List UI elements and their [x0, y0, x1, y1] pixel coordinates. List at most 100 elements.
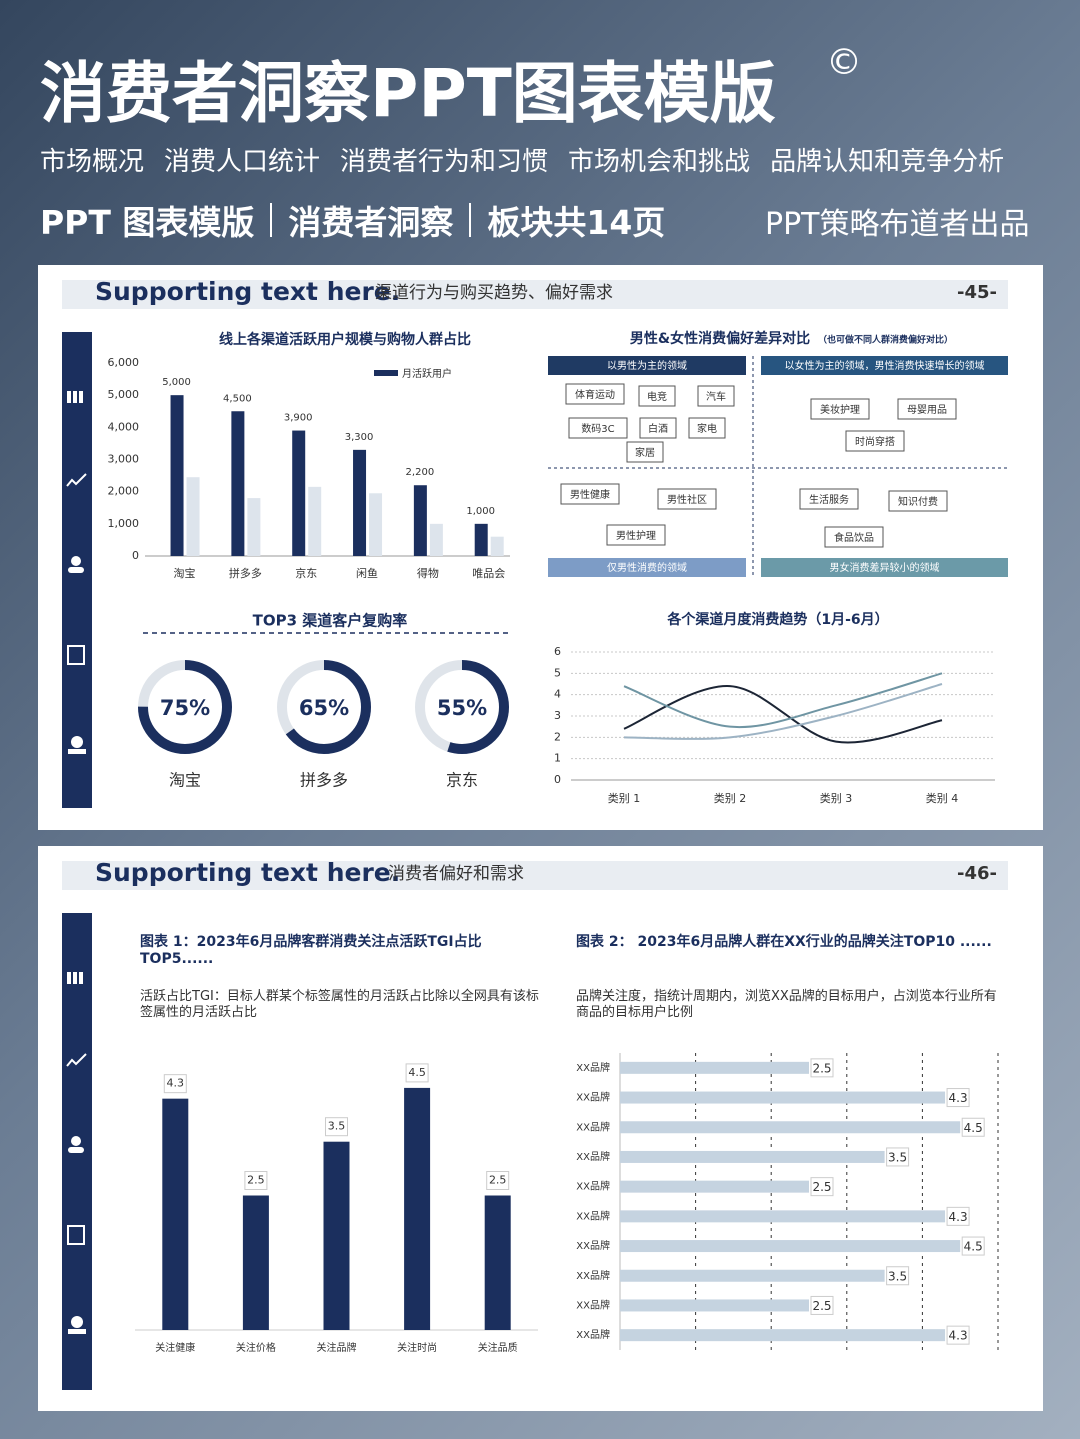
separator: [270, 203, 273, 237]
bar: [620, 1180, 809, 1193]
value-label: 4,500: [223, 393, 252, 404]
value-label: 2,200: [406, 467, 435, 478]
value-label: 2.5: [247, 1174, 265, 1187]
y-tick-label: XX品牌: [576, 1150, 610, 1163]
slide-band: [62, 861, 1008, 890]
bar: [490, 536, 504, 556]
quadrant-label: 以女性为主的领域，男性消费快速增长的领域: [785, 359, 985, 372]
y-tick-label: XX品牌: [576, 1269, 610, 1282]
y-tick-label: 6,000: [108, 356, 140, 369]
chart-title: 各个渠道月度消费趋势（1月-6月）: [666, 611, 888, 628]
value-box: [486, 1171, 510, 1190]
y-tick-label: 5: [554, 666, 561, 679]
chart-title: 图表 2： 2023年6月品牌人群在XX行业的品牌关注TOP10 ......: [576, 934, 992, 950]
y-tick-label: 0: [132, 549, 139, 562]
x-tick-label: 关注时尚: [397, 1341, 437, 1354]
icon: [68, 567, 84, 573]
value-box: [163, 1074, 187, 1094]
quadrant-label-box: [761, 356, 1008, 375]
icon: [67, 391, 71, 403]
separator: [469, 203, 472, 237]
bar: [369, 493, 383, 556]
y-tick-label: XX品牌: [576, 1298, 610, 1311]
x-tick-label: 唯品会: [472, 567, 505, 580]
chart-subtitle: 品牌关注度，指统计周期内，浏览XX品牌的目标用户，占浏览本行业所有商品的目标用户…: [576, 989, 997, 1020]
bar: [170, 395, 184, 556]
value-label: 3,900: [284, 413, 313, 424]
x-tick-label: 关注品质: [478, 1341, 518, 1354]
credit: PPT策略布道者出品: [765, 207, 1030, 242]
value-box: [946, 1325, 970, 1345]
bar: [620, 1121, 961, 1134]
bar: [162, 1098, 189, 1330]
item-label: 男性健康: [570, 488, 610, 501]
item-box: [568, 417, 628, 439]
quadrant-label-box: [548, 356, 746, 375]
bar: [231, 411, 245, 556]
value-box: [946, 1206, 970, 1226]
chart-title: 图表 1：2023年6月品牌客群消费关注点活跃TGI占比TOP5......: [140, 934, 482, 967]
y-tick-label: 2: [554, 730, 561, 743]
item-label: 家电: [697, 422, 717, 435]
item-box: [888, 490, 948, 512]
bar: [247, 498, 261, 556]
value-box: [810, 1177, 834, 1197]
value-box: [810, 1058, 834, 1078]
icon: [73, 391, 77, 403]
donut-arc: [277, 660, 371, 754]
bar: [620, 1269, 885, 1282]
value-label: 4.5: [408, 1066, 426, 1079]
bar: [620, 1240, 961, 1253]
quadrant-label: 男女消费差异较小的领域: [830, 561, 940, 574]
value-box: [886, 1266, 910, 1286]
value-box: [244, 1171, 268, 1190]
value-label: 55%: [437, 696, 487, 720]
value-label: 3.5: [888, 1150, 907, 1164]
topics: 市场概况 消费人口统计 消费者行为和习惯 市场机会和挑战 品牌认知和竞争分析: [40, 141, 1004, 178]
bar: [620, 1210, 946, 1223]
bar: [413, 485, 427, 556]
item-label: 知识付费: [898, 495, 938, 508]
value-label: 4.3: [949, 1210, 968, 1224]
item-box: [810, 398, 870, 420]
y-tick-label: 1: [554, 752, 561, 765]
y-tick-label: 6: [554, 645, 561, 658]
value-box: [810, 1295, 834, 1315]
legend-label: 月活跃用户: [402, 367, 452, 380]
item-label: 汽车: [706, 390, 726, 403]
bar: [353, 449, 367, 556]
chart-subtitle: 活跃占比TGI：目标人群某个标签属性的月活跃占比除以全网具有该标签属性的月活跃占…: [140, 989, 539, 1020]
donut-arc: [138, 660, 232, 754]
item-box: [639, 417, 677, 439]
item-label: 体育运动: [575, 388, 615, 401]
bar: [620, 1091, 946, 1104]
item-box: [824, 526, 884, 548]
y-tick-label: 5,000: [108, 388, 140, 401]
value-label: 3,300: [345, 432, 374, 443]
x-tick-label: 得物: [417, 566, 439, 580]
item-box: [799, 488, 859, 510]
line: [623, 683, 943, 740]
bar: [308, 486, 322, 556]
y-tick-label: 2,000: [108, 485, 140, 498]
slide-heading: Supporting text here.: [95, 277, 400, 306]
icon: [68, 1329, 86, 1334]
value-box: [961, 1117, 985, 1137]
item-box: [626, 441, 664, 463]
item-box: [897, 398, 957, 420]
y-tick-label: 0: [554, 773, 561, 786]
x-tick-label: 关注品牌: [317, 1341, 357, 1354]
tag: 消费者洞察: [288, 203, 454, 242]
bar: [484, 1195, 511, 1330]
item-label: 男性社区: [667, 493, 707, 506]
x-tick-label: 拼多多: [229, 566, 262, 580]
slide-heading: Supporting text here.: [95, 858, 400, 887]
topic: 消费人口统计: [164, 147, 321, 177]
page-number: -45-: [957, 282, 997, 303]
item-box: [845, 430, 905, 452]
icon: [67, 972, 71, 984]
category-label: 淘宝: [169, 771, 201, 790]
y-tick-label: XX品牌: [576, 1209, 610, 1222]
x-tick-label: 类别 3: [820, 791, 853, 805]
x-tick-label: 类别 2: [714, 791, 747, 805]
